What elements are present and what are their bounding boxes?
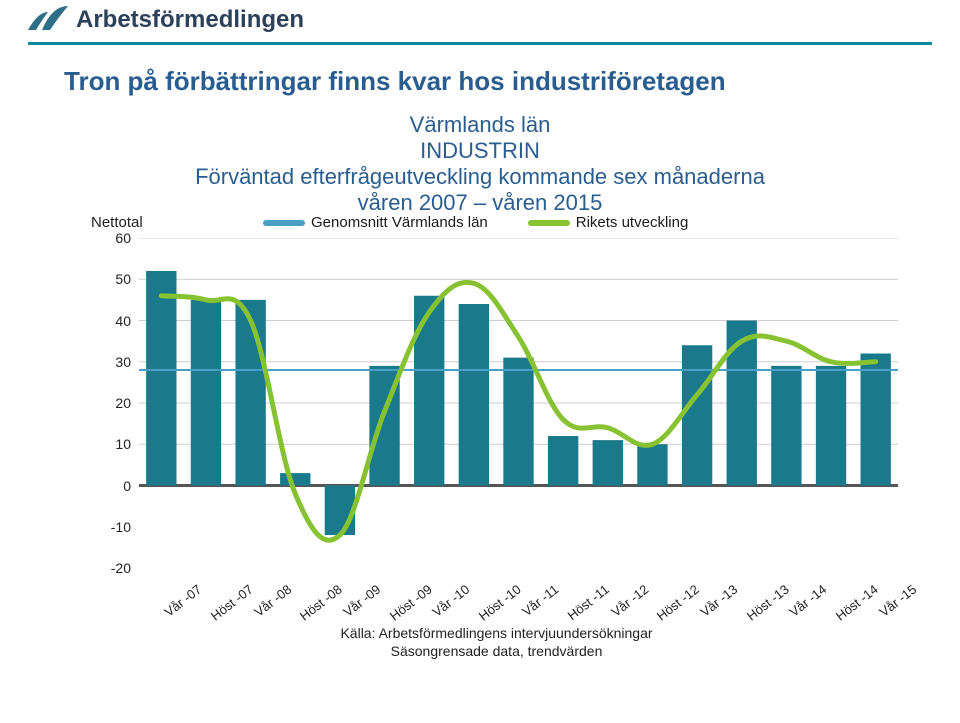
- legend-swatch-riket: [528, 220, 570, 226]
- brand-logo: Arbetsförmedlingen: [28, 6, 304, 34]
- y-tick: -10: [93, 519, 131, 535]
- page-title: Tron på förbättringar finns kvar hos ind…: [64, 66, 726, 97]
- bar: [191, 300, 221, 486]
- header-divider: [28, 42, 932, 45]
- legend-label-avg: Genomsnitt Värmlands län: [311, 214, 488, 231]
- x-tick: Vår -08: [251, 582, 294, 620]
- x-tick: Vår -11: [519, 582, 561, 619]
- y-tick: -20: [93, 560, 131, 576]
- subtitle-desc: Förväntad efterfrågeutveckling kommande …: [0, 164, 960, 190]
- legend-item-avg: Genomsnitt Värmlands län: [263, 214, 488, 231]
- x-tick: Vår -13: [698, 582, 741, 620]
- chart-source: Källa: Arbetsförmedlingens intervjuunder…: [95, 624, 898, 660]
- x-tick: Vår -10: [430, 582, 473, 620]
- x-tick: Höst -13: [744, 582, 792, 624]
- x-tick: Höst -10: [476, 582, 524, 624]
- y-tick: 60: [93, 230, 131, 246]
- subtitle-period: våren 2007 – våren 2015: [0, 190, 960, 216]
- bar: [146, 271, 176, 486]
- bar: [235, 300, 265, 486]
- legend-item-riket: Rikets utveckling: [528, 214, 689, 231]
- x-tick: Höst -14: [833, 582, 881, 624]
- page: Arbetsförmedlingen Tron på förbättringar…: [0, 0, 960, 723]
- subtitle-sector: INDUSTRIN: [0, 138, 960, 164]
- legend: Genomsnitt Värmlands län Rikets utveckli…: [263, 214, 688, 231]
- x-tick: Vår -15: [876, 582, 919, 620]
- x-tick: Vår -14: [787, 582, 830, 620]
- legend-label-riket: Rikets utveckling: [576, 214, 689, 231]
- bar: [503, 358, 533, 486]
- legend-swatch-avg: [263, 220, 305, 226]
- bar: [593, 440, 623, 485]
- y-tick: 0: [93, 478, 131, 494]
- bar: [280, 473, 310, 485]
- bar: [771, 366, 801, 486]
- bar: [548, 436, 578, 486]
- subtitle-region: Värmlands län: [0, 112, 960, 138]
- plot-svg: [139, 238, 898, 568]
- bar: [459, 304, 489, 486]
- x-tick: Höst -07: [208, 582, 256, 624]
- source-line-1: Källa: Arbetsförmedlingens intervjuunder…: [95, 624, 898, 642]
- x-tick: Höst -09: [386, 582, 434, 624]
- chart-area: Nettotal Genomsnitt Värmlands län Rikets…: [95, 216, 898, 648]
- x-tick: Höst -11: [565, 582, 612, 623]
- bar: [325, 486, 355, 536]
- bar: [860, 354, 890, 486]
- plot: [139, 238, 898, 568]
- y-tick: 40: [93, 313, 131, 329]
- x-tick: Höst -08: [297, 582, 345, 624]
- y-tick: 20: [93, 395, 131, 411]
- y-axis-title: Nettotal: [91, 214, 143, 231]
- bar: [727, 321, 757, 486]
- y-tick: 50: [93, 271, 131, 287]
- bar: [816, 366, 846, 486]
- bar: [682, 345, 712, 485]
- x-tick: Vår -09: [340, 582, 383, 620]
- x-tick: Vår -12: [608, 582, 651, 620]
- brand-icon: [28, 6, 68, 34]
- x-tick: Vår -07: [162, 582, 205, 620]
- source-line-2: Säsongrensade data, trendvärden: [95, 642, 898, 660]
- brand-name: Arbetsförmedlingen: [76, 6, 304, 34]
- bar: [637, 444, 667, 485]
- x-tick: Höst -12: [654, 582, 702, 624]
- bar: [414, 296, 444, 486]
- y-tick: 10: [93, 436, 131, 452]
- y-tick: 30: [93, 354, 131, 370]
- x-tick-labels: Vår -07Höst -07Vår -08Höst -08Vår -09Hös…: [139, 574, 898, 620]
